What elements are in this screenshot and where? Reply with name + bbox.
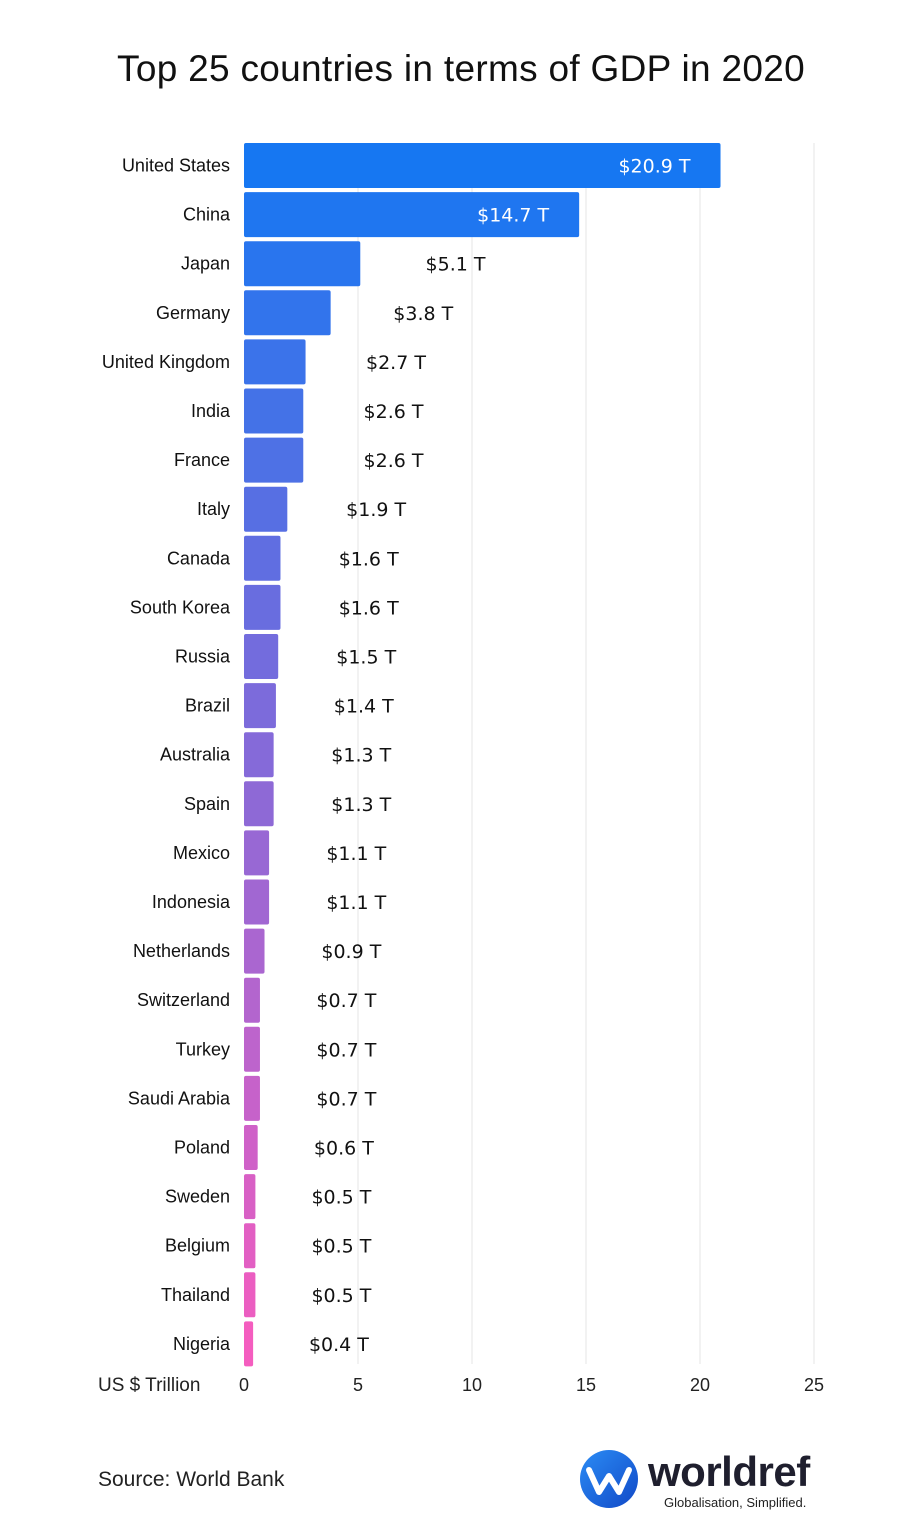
bar-chart: United States China Japan Germany United Kin… — [98, 143, 824, 1396]
bar — [244, 830, 270, 876]
data-label: $1.1 T — [326, 843, 386, 865]
data-label: $1.9 T — [346, 499, 406, 521]
category-label: Nigeria — [173, 1334, 231, 1354]
category-label: Russia — [175, 647, 231, 667]
bar — [244, 1321, 254, 1367]
category-label: Germany — [156, 303, 230, 323]
category-label: Turkey — [176, 1039, 230, 1059]
data-label: $1.6 T — [339, 548, 399, 570]
data-label: $1.5 T — [336, 647, 396, 669]
source-note: Source: World Bank — [98, 1468, 285, 1491]
bar — [244, 1174, 256, 1220]
bars — [244, 143, 721, 1367]
data-label: $1.1 T — [326, 892, 386, 914]
bar — [244, 732, 274, 778]
x-tick-label: 10 — [462, 1375, 482, 1395]
data-label: $0.7 T — [316, 990, 376, 1012]
bar — [244, 241, 361, 287]
category-label: India — [191, 401, 231, 421]
bar — [244, 1223, 256, 1269]
data-label: $2.7 T — [366, 352, 426, 374]
x-tick-label: 0 — [239, 1375, 249, 1395]
category-label: South Korea — [130, 597, 231, 617]
data-label: $20.9 T — [618, 156, 690, 178]
bar — [244, 143, 721, 188]
logo-tagline: Globalisation, Simplified. — [664, 1495, 807, 1510]
category-label: Australia — [160, 745, 231, 765]
category-label: Thailand — [161, 1285, 230, 1305]
gridlines — [357, 143, 815, 1364]
bar — [244, 879, 270, 925]
category-label: Mexico — [173, 843, 230, 863]
worldref-logo-icon — [580, 1450, 638, 1508]
category-label: France — [174, 450, 230, 470]
data-label: $2.6 T — [364, 450, 424, 472]
worldref-logo: worldref Globalisation, Simplified. — [578, 1448, 838, 1518]
data-labels: $20.9 T $14.7 T $5.1 T $3.8 T $2.7 T $2.6 T $2… — [309, 156, 691, 1356]
x-tick-label: 15 — [576, 1375, 596, 1395]
category-label: Belgium — [165, 1236, 230, 1256]
data-label: $5.1 T — [426, 254, 486, 276]
x-axis-label: US $ Trillion — [98, 1375, 200, 1396]
category-label: United States — [122, 156, 230, 176]
data-label: $0.9 T — [321, 941, 381, 963]
category-label: Spain — [184, 794, 230, 814]
category-label: Netherlands — [133, 941, 230, 961]
bar — [244, 535, 281, 581]
data-label: $0.7 T — [316, 1039, 376, 1061]
bar — [244, 634, 279, 679]
category-label: United Kingdom — [102, 352, 230, 372]
bar — [244, 486, 288, 532]
category-label: Japan — [181, 254, 230, 274]
x-tick-label: 20 — [690, 1375, 710, 1395]
data-label: $0.5 T — [311, 1236, 371, 1258]
bar — [244, 1272, 256, 1318]
category-label: Italy — [197, 499, 230, 519]
bar — [244, 683, 276, 729]
bar — [244, 1026, 260, 1072]
bar — [244, 388, 304, 434]
data-label: $1.3 T — [331, 794, 391, 816]
bar — [244, 1125, 258, 1170]
data-label: $14.7 T — [477, 205, 549, 227]
data-label: $1.4 T — [334, 696, 394, 718]
bar — [244, 339, 306, 385]
category-label: Indonesia — [152, 892, 231, 912]
data-label: $2.6 T — [364, 401, 424, 423]
bar — [244, 437, 304, 483]
category-label: Sweden — [165, 1187, 230, 1207]
data-label: $0.4 T — [309, 1334, 369, 1356]
category-label: Saudi Arabia — [128, 1088, 231, 1108]
data-label: $0.5 T — [311, 1187, 371, 1209]
data-label: $3.8 T — [393, 303, 453, 325]
category-label: Brazil — [185, 696, 230, 716]
bar — [244, 192, 580, 238]
x-tick-label: 25 — [804, 1375, 824, 1395]
category-label: Canada — [167, 548, 231, 568]
category-label: Switzerland — [137, 990, 230, 1010]
data-label: $1.6 T — [339, 597, 399, 619]
chart-title: Top 25 countries in terms of GDP in 2020 — [117, 48, 805, 89]
bar — [244, 290, 331, 336]
bar — [244, 928, 265, 974]
data-label: $1.3 T — [331, 745, 391, 767]
data-label: $0.6 T — [314, 1138, 374, 1160]
bar — [244, 977, 260, 1023]
x-tick-label: 5 — [353, 1375, 363, 1395]
data-label: $0.7 T — [316, 1088, 376, 1110]
category-label: China — [183, 205, 231, 225]
bar — [244, 584, 281, 630]
category-labels: United States China Japan Germany United Kin… — [102, 156, 231, 1354]
bar — [244, 781, 274, 827]
logo-wordmark: worldref — [648, 1448, 810, 1495]
bar — [244, 1075, 260, 1121]
x-axis-ticks: 0 5 10 15 20 25 — [239, 1375, 824, 1395]
category-label: Poland — [174, 1138, 230, 1158]
data-label: $0.5 T — [311, 1285, 371, 1307]
